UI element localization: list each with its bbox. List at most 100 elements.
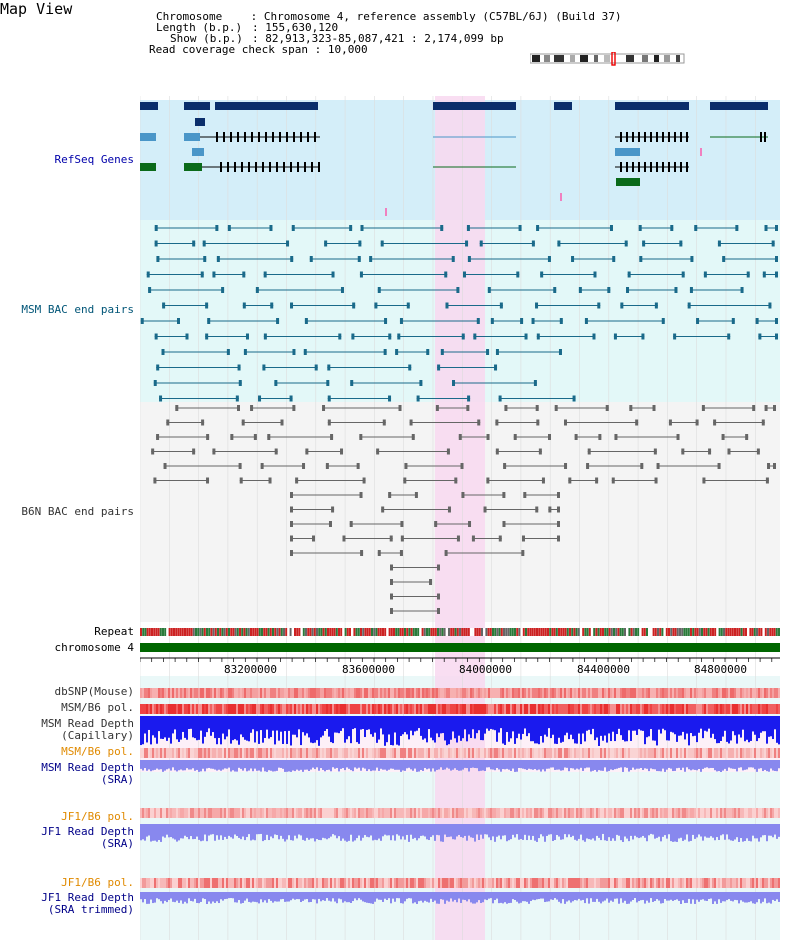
genome-map-canvas[interactable]	[140, 96, 780, 940]
jf1-b6-pol2-cell	[262, 878, 264, 888]
jf1-depth-sra-bar	[778, 824, 780, 837]
track-label-repeat[interactable]: Repeat	[94, 625, 134, 638]
repeat-segment	[540, 628, 543, 636]
dbsnp-cell	[242, 688, 244, 698]
jf1-depth-trim-bar	[552, 892, 554, 900]
repeat-segment	[236, 628, 239, 636]
dbsnp-cell	[376, 688, 378, 698]
jf1-b6-pol-cell	[554, 808, 556, 818]
msm-b6-pol-cell	[490, 704, 492, 714]
jf1-b6-pol-cell	[356, 808, 358, 818]
jf1-b6-pol-cell	[500, 808, 502, 818]
msm-depth-sra-bar	[468, 760, 470, 772]
jf1-depth-sra-bar	[408, 824, 410, 842]
dbsnp-cell	[502, 688, 504, 698]
msm-depth-sra-bar	[666, 760, 668, 770]
track-label-msm-b6-pol-2[interactable]: MSM/B6 pol.	[61, 745, 134, 758]
jf1-b6-pol2-cell	[356, 878, 358, 888]
msm-bac-end	[531, 318, 535, 324]
msm-depth-cap-bar	[578, 716, 580, 734]
jf1-b6-pol2-cell	[200, 878, 202, 888]
track-label-jf1-b6-pol[interactable]: JF1/B6 pol.	[61, 810, 134, 823]
msm-b6-pol-cell	[318, 704, 320, 714]
jf1-b6-pol2-cell	[770, 878, 772, 888]
track-label-chromosome[interactable]: chromosome 4	[54, 641, 134, 654]
jf1-depth-trim-bar	[408, 892, 410, 899]
msm-b6-pol2-cell	[706, 748, 708, 758]
track-label-msm-bac[interactable]: MSM BAC end pairs	[21, 303, 134, 316]
msm-depth-cap-bar	[276, 716, 278, 731]
jf1-depth-sra-bar	[428, 824, 430, 841]
dbsnp-cell	[184, 688, 186, 698]
jf1-b6-pol-cell	[264, 808, 266, 818]
jf1-depth-sra-bar	[360, 824, 362, 841]
dbsnp-cell	[198, 688, 200, 698]
jf1-b6-pol2-cell	[534, 878, 536, 888]
b6n-bac-end	[359, 434, 363, 440]
jf1-depth-trim-bar	[300, 892, 302, 903]
track-label-refseq[interactable]: RefSeq Genes	[54, 153, 134, 166]
msm-depth-cap-bar	[210, 716, 212, 736]
msm-bac-end	[360, 225, 364, 231]
msm-b6-pol-cell	[744, 704, 746, 714]
msm-depth-cap-bar	[586, 716, 588, 731]
track-label-b6n-bac[interactable]: B6N BAC end pairs	[21, 505, 134, 518]
jf1-b6-pol2-cell	[406, 878, 408, 888]
chromosome-ideogram[interactable]	[530, 52, 686, 66]
msm-depth-sra-bar	[754, 760, 756, 770]
jf1-b6-pol-cell	[660, 808, 662, 818]
track-label-jf1-depth-trim[interactable]: JF1 Read Depth (SRA trimmed)	[41, 892, 134, 916]
dbsnp-cell	[468, 688, 470, 698]
msm-depth-sra-bar	[690, 760, 692, 771]
jf1-depth-sra-bar	[320, 824, 322, 841]
msm-b6-pol-cell	[200, 704, 202, 714]
msm-bac-end	[440, 349, 444, 355]
track-label-dbsnp[interactable]: dbSNP(Mouse)	[54, 685, 134, 698]
jf1-depth-sra-bar	[444, 824, 446, 835]
msm-b6-pol-cell	[206, 704, 208, 714]
msm-b6-pol2-cell	[540, 748, 542, 758]
jf1-b6-pol-cell	[244, 808, 246, 818]
jf1-b6-pol-cell	[684, 808, 686, 818]
msm-bac-end	[207, 318, 211, 324]
msm-b6-pol-cell	[518, 704, 520, 714]
msm-b6-pol-cell	[524, 704, 526, 714]
msm-depth-sra-bar	[392, 760, 394, 769]
jf1-b6-pol2-cell	[608, 878, 610, 888]
msm-bac-end	[674, 287, 678, 293]
axis-tick-label: 84400000	[577, 663, 630, 676]
repeat-segment	[441, 628, 444, 636]
track-label-jf1-b6-pol-2[interactable]: JF1/B6 pol.	[61, 876, 134, 889]
msm-depth-cap-bar	[744, 716, 746, 742]
track-label-jf1-depth-sra[interactable]: JF1 Read Depth (SRA)	[41, 826, 134, 850]
jf1-depth-trim-bar	[202, 892, 204, 899]
dbsnp-cell	[342, 688, 344, 698]
dbsnp-cell	[162, 688, 164, 698]
msm-bac-end	[612, 256, 616, 262]
jf1-depth-sra-bar	[614, 824, 616, 841]
ideogram-band	[654, 55, 659, 62]
msm-b6-pol2-cell	[424, 748, 426, 758]
track-label-msm-depth-cap[interactable]: MSM Read Depth (Capillary)	[41, 718, 134, 742]
dbsnp-cell	[694, 688, 696, 698]
jf1-b6-pol2-cell	[258, 878, 260, 888]
msm-depth-cap-bar	[250, 716, 252, 733]
track-label-msm-depth-sra[interactable]: MSM Read Depth (SRA)	[41, 762, 134, 786]
msm-depth-sra-bar	[142, 760, 144, 771]
repeat-segment	[621, 628, 624, 636]
msm-b6-pol2-cell	[544, 748, 546, 758]
jf1-b6-pol-cell	[736, 808, 738, 818]
msm-b6-pol2-cell	[556, 748, 558, 758]
track-label-msm-b6-pol[interactable]: MSM/B6 pol.	[61, 701, 134, 714]
dbsnp-cell	[408, 688, 410, 698]
msm-b6-pol2-cell	[314, 748, 316, 758]
msm-b6-pol-cell	[622, 704, 624, 714]
jf1-depth-trim-bar	[230, 892, 232, 899]
msm-bac-end	[245, 333, 249, 340]
dbsnp-cell	[616, 688, 618, 698]
jf1-b6-pol-cell	[448, 808, 450, 818]
jf1-depth-trim-bar	[628, 892, 630, 904]
jf1-b6-pol2-cell	[142, 878, 144, 888]
msm-b6-pol2-cell	[194, 748, 196, 758]
jf1-b6-pol-cell	[480, 808, 482, 818]
